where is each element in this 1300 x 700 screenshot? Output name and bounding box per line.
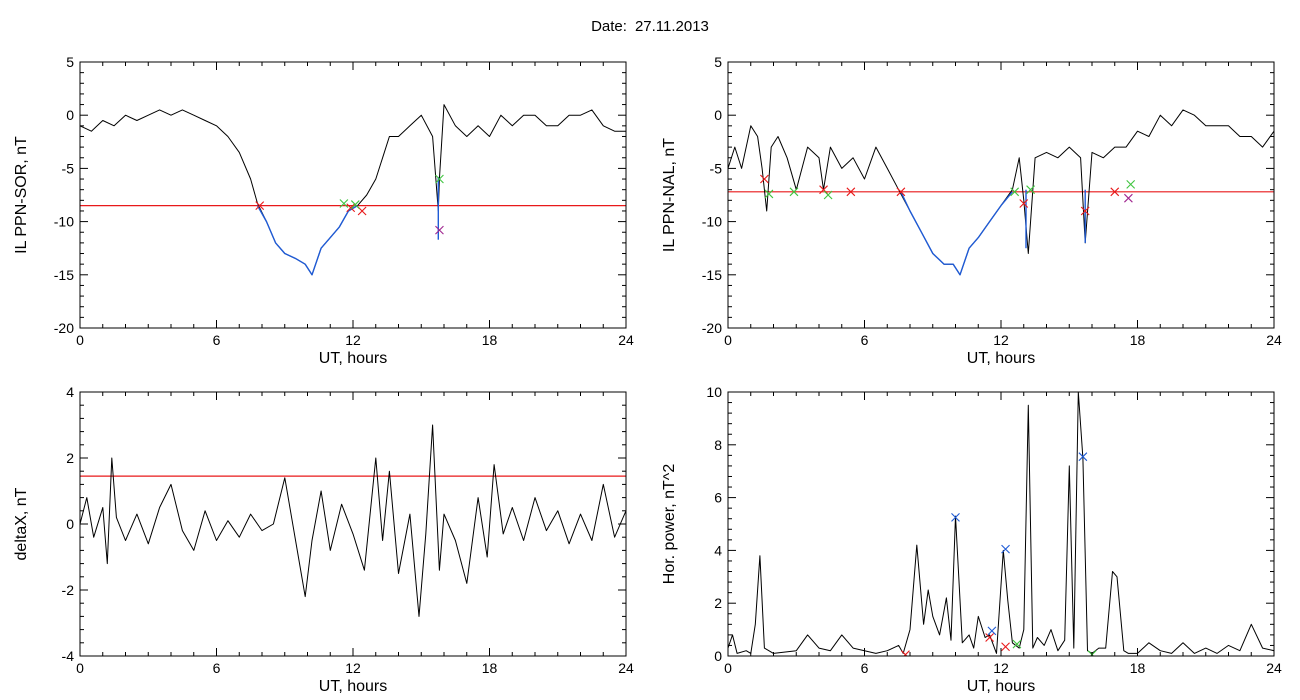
- x-tick-label: 0: [76, 660, 84, 676]
- x-tick-label: 12: [993, 332, 1009, 348]
- cross-marker-red: [901, 650, 910, 656]
- cross-marker-red: [846, 187, 856, 197]
- cross-marker-green: [1012, 639, 1022, 649]
- cross-marker-green: [789, 187, 799, 197]
- y-tick-label: -10: [54, 214, 74, 230]
- x-tick-label: 6: [213, 660, 221, 676]
- plot-frame: [727, 391, 1275, 657]
- cross-marker-green: [1026, 185, 1035, 195]
- cross-marker-green: [339, 199, 349, 208]
- x-axis-label: UT, hours: [319, 678, 387, 695]
- cross-marker-green: [435, 174, 444, 184]
- x-tick-label: 12: [345, 332, 361, 348]
- cross-marker-red: [255, 201, 265, 211]
- series-group: [728, 392, 1274, 656]
- x-tick-label: 18: [1130, 660, 1146, 676]
- x-tick-label: 24: [618, 332, 634, 348]
- cross-marker-blue: [1001, 544, 1010, 554]
- y-tick-label: 5: [714, 54, 722, 70]
- series-group: [80, 104, 626, 276]
- x-axis-label: UT, hours: [967, 678, 1035, 695]
- y-tick-label: -2: [62, 582, 75, 598]
- y-axis-label: IL PPN-SOR, nT: [13, 136, 30, 254]
- series-line-blue: [900, 191, 1013, 276]
- series-group: [728, 109, 1274, 276]
- series-line-black: [728, 392, 1274, 654]
- panel-hor-power: 0 6 12 18 24 10 8 6 4 2 0 UT, hours Hor. power, nT^2: [661, 384, 1282, 695]
- x-tick-label: 0: [724, 660, 732, 676]
- y-tick-label: -5: [710, 160, 723, 176]
- series-line-black: [80, 104, 626, 276]
- panel-ppn-sor: 0 6 12 18 24 5 0 -5 -10 -15 -20 UT, hours IL PPN-SOR…: [13, 54, 634, 367]
- cross-marker-purple: [435, 225, 444, 235]
- cross-marker-red: [346, 203, 356, 213]
- y-axis-label: deltaX, nT: [13, 487, 30, 560]
- x-tick-label: 18: [482, 332, 498, 348]
- x-tick-label: 6: [861, 660, 869, 676]
- x-tick-label: 24: [1266, 660, 1282, 676]
- cross-marker-red: [1001, 642, 1010, 652]
- y-tick-label: 2: [714, 595, 722, 611]
- x-tick-label: 24: [1266, 332, 1282, 348]
- y-tick-label: 2: [66, 450, 74, 466]
- y-tick-label: -15: [54, 267, 74, 283]
- y-axis-label: IL PPN-NAL, nT: [661, 138, 678, 252]
- plot-frame: [727, 61, 1275, 329]
- x-tick-label: 12: [345, 660, 361, 676]
- y-tick-label: -4: [62, 648, 75, 664]
- series-line-black: [80, 424, 626, 617]
- y-tick-label: 4: [714, 542, 722, 558]
- cross-marker-green: [350, 200, 360, 209]
- y-tick-label: -5: [62, 160, 75, 176]
- plot-frame: [79, 61, 627, 329]
- y-tick-label: -20: [54, 320, 74, 336]
- y-tick-label: 8: [714, 437, 722, 453]
- x-tick-label: 0: [724, 332, 732, 348]
- y-axis-label: Hor. power, nT^2: [661, 464, 678, 585]
- x-tick-label: 12: [993, 660, 1009, 676]
- panel-deltax: 0 6 12 18 24 4 2 0 -2 -4 UT, hours deltaX, nT: [13, 384, 634, 695]
- y-tick-label: 5: [66, 54, 74, 70]
- cross-marker-red: [1110, 187, 1120, 197]
- series-line-blue: [256, 204, 358, 276]
- x-tick-label: 6: [213, 332, 221, 348]
- series-group: [80, 424, 626, 617]
- cross-marker-green: [764, 189, 774, 199]
- y-tick-label: 10: [706, 384, 722, 400]
- x-tick-label: 24: [618, 660, 634, 676]
- cross-marker-blue: [951, 513, 960, 522]
- y-tick-label: 4: [66, 384, 74, 400]
- y-tick-label: 0: [714, 107, 722, 123]
- cross-marker-green: [823, 190, 833, 200]
- cross-marker-green: [1010, 187, 1020, 197]
- y-tick-label: -10: [702, 214, 722, 230]
- y-tick-label: 6: [714, 490, 722, 506]
- panel-ppn-nal: 0 6 12 18 24 5 0 -5 -10 -15 -20 UT, hours IL PPN-NAL…: [661, 54, 1282, 367]
- cross-marker-red: [760, 174, 769, 184]
- cross-marker-green: [1126, 179, 1136, 189]
- cross-marker-red: [1080, 206, 1090, 216]
- date-label: Date:: [591, 18, 627, 35]
- y-tick-label: 0: [714, 648, 722, 664]
- y-tick-label: 0: [66, 107, 74, 123]
- cross-marker-purple: [1124, 193, 1133, 203]
- date-value: 27.11.2013: [634, 18, 709, 35]
- x-tick-label: 6: [861, 332, 869, 348]
- cross-marker-blue: [987, 626, 997, 636]
- y-tick-label: 0: [66, 516, 74, 532]
- cross-marker-red: [985, 633, 995, 642]
- y-tick-label: -15: [702, 267, 722, 283]
- cross-marker-blue: [1078, 452, 1088, 462]
- cross-marker-red: [1019, 199, 1029, 208]
- figure-title: Date: 27.11.2013: [0, 18, 1300, 35]
- x-tick-label: 18: [482, 660, 498, 676]
- x-axis-label: UT, hours: [319, 350, 387, 367]
- x-tick-label: 0: [76, 332, 84, 348]
- cross-marker-red: [896, 187, 906, 197]
- y-tick-label: -20: [702, 320, 722, 336]
- x-axis-label: UT, hours: [967, 350, 1035, 367]
- x-tick-label: 18: [1130, 332, 1146, 348]
